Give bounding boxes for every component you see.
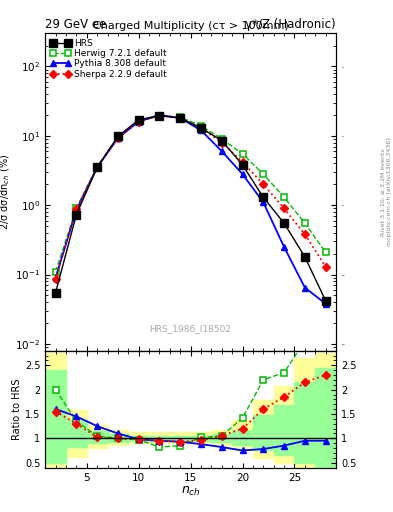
Herwig 7.2.1 default (136, 119, 141, 125)
Sherpa 2.2.9 default (219, 139, 224, 145)
Pythia 8.308 default (303, 285, 307, 291)
HRS (95, 164, 99, 170)
Herwig 7.2.1 default (219, 136, 224, 142)
Pythia 8.308 default (53, 275, 58, 281)
Line: Herwig 7.2.1 default: Herwig 7.2.1 default (52, 112, 329, 275)
Pythia 8.308 default (219, 148, 224, 154)
Pythia 8.308 default (178, 115, 183, 121)
Line: Pythia 8.308 default: Pythia 8.308 default (52, 112, 329, 307)
Sherpa 2.2.9 default (198, 125, 203, 131)
Sherpa 2.2.9 default (74, 206, 79, 212)
Pythia 8.308 default (240, 171, 245, 177)
Herwig 7.2.1 default (157, 113, 162, 119)
Pythia 8.308 default (95, 164, 99, 170)
HRS (198, 125, 203, 131)
Pythia 8.308 default (261, 199, 266, 205)
Sherpa 2.2.9 default (95, 164, 99, 170)
Sherpa 2.2.9 default (303, 231, 307, 238)
Herwig 7.2.1 default (74, 205, 79, 211)
Text: HRS_1986_I18502: HRS_1986_I18502 (150, 324, 231, 333)
Pythia 8.308 default (116, 135, 120, 141)
HRS (303, 254, 307, 260)
Sherpa 2.2.9 default (323, 264, 328, 270)
Y-axis label: Ratio to HRS: Ratio to HRS (12, 379, 22, 440)
Herwig 7.2.1 default (261, 171, 266, 177)
Pythia 8.308 default (74, 207, 79, 213)
Pythia 8.308 default (282, 244, 286, 250)
Text: 29 GeV ee: 29 GeV ee (45, 18, 107, 31)
Sherpa 2.2.9 default (136, 119, 141, 125)
Pythia 8.308 default (136, 119, 141, 125)
Herwig 7.2.1 default (198, 122, 203, 129)
Sherpa 2.2.9 default (178, 115, 183, 121)
Sherpa 2.2.9 default (261, 181, 266, 187)
Herwig 7.2.1 default (95, 163, 99, 169)
Sherpa 2.2.9 default (53, 276, 58, 283)
X-axis label: $n_{ch}$: $n_{ch}$ (181, 485, 200, 498)
Title: Charged Multiplicity (cτ > 100mm): Charged Multiplicity (cτ > 100mm) (93, 21, 288, 31)
Herwig 7.2.1 default (323, 249, 328, 255)
Herwig 7.2.1 default (282, 194, 286, 200)
Y-axis label: 2/σ dσ/dn$_{ch}$ (%): 2/σ dσ/dn$_{ch}$ (%) (0, 154, 12, 230)
Line: HRS: HRS (52, 112, 329, 305)
Herwig 7.2.1 default (116, 134, 120, 140)
HRS (53, 290, 58, 296)
Legend: HRS, Herwig 7.2.1 default, Pythia 8.308 default, Sherpa 2.2.9 default: HRS, Herwig 7.2.1 default, Pythia 8.308 … (50, 38, 168, 80)
Herwig 7.2.1 default (240, 151, 245, 157)
Pythia 8.308 default (198, 127, 203, 133)
HRS (240, 162, 245, 168)
HRS (282, 220, 286, 226)
Line: Sherpa 2.2.9 default: Sherpa 2.2.9 default (53, 113, 329, 282)
Sherpa 2.2.9 default (282, 205, 286, 211)
Sherpa 2.2.9 default (240, 159, 245, 165)
Herwig 7.2.1 default (178, 114, 183, 120)
Sherpa 2.2.9 default (116, 135, 120, 141)
HRS (74, 211, 79, 218)
HRS (157, 113, 162, 119)
HRS (219, 138, 224, 144)
HRS (136, 117, 141, 123)
Pythia 8.308 default (157, 112, 162, 118)
Text: γ*/Z (Hadronic): γ*/Z (Hadronic) (245, 18, 336, 31)
Text: mcplots.cern.ch [arXiv:1306.3436]: mcplots.cern.ch [arXiv:1306.3436] (387, 138, 391, 246)
HRS (178, 115, 183, 121)
Pythia 8.308 default (323, 301, 328, 307)
Text: Rivet 3.1.10, ≥ 3.2M events: Rivet 3.1.10, ≥ 3.2M events (381, 148, 386, 236)
Herwig 7.2.1 default (303, 220, 307, 226)
HRS (116, 133, 120, 139)
HRS (323, 297, 328, 304)
Herwig 7.2.1 default (53, 269, 58, 275)
Sherpa 2.2.9 default (157, 113, 162, 119)
HRS (261, 194, 266, 200)
